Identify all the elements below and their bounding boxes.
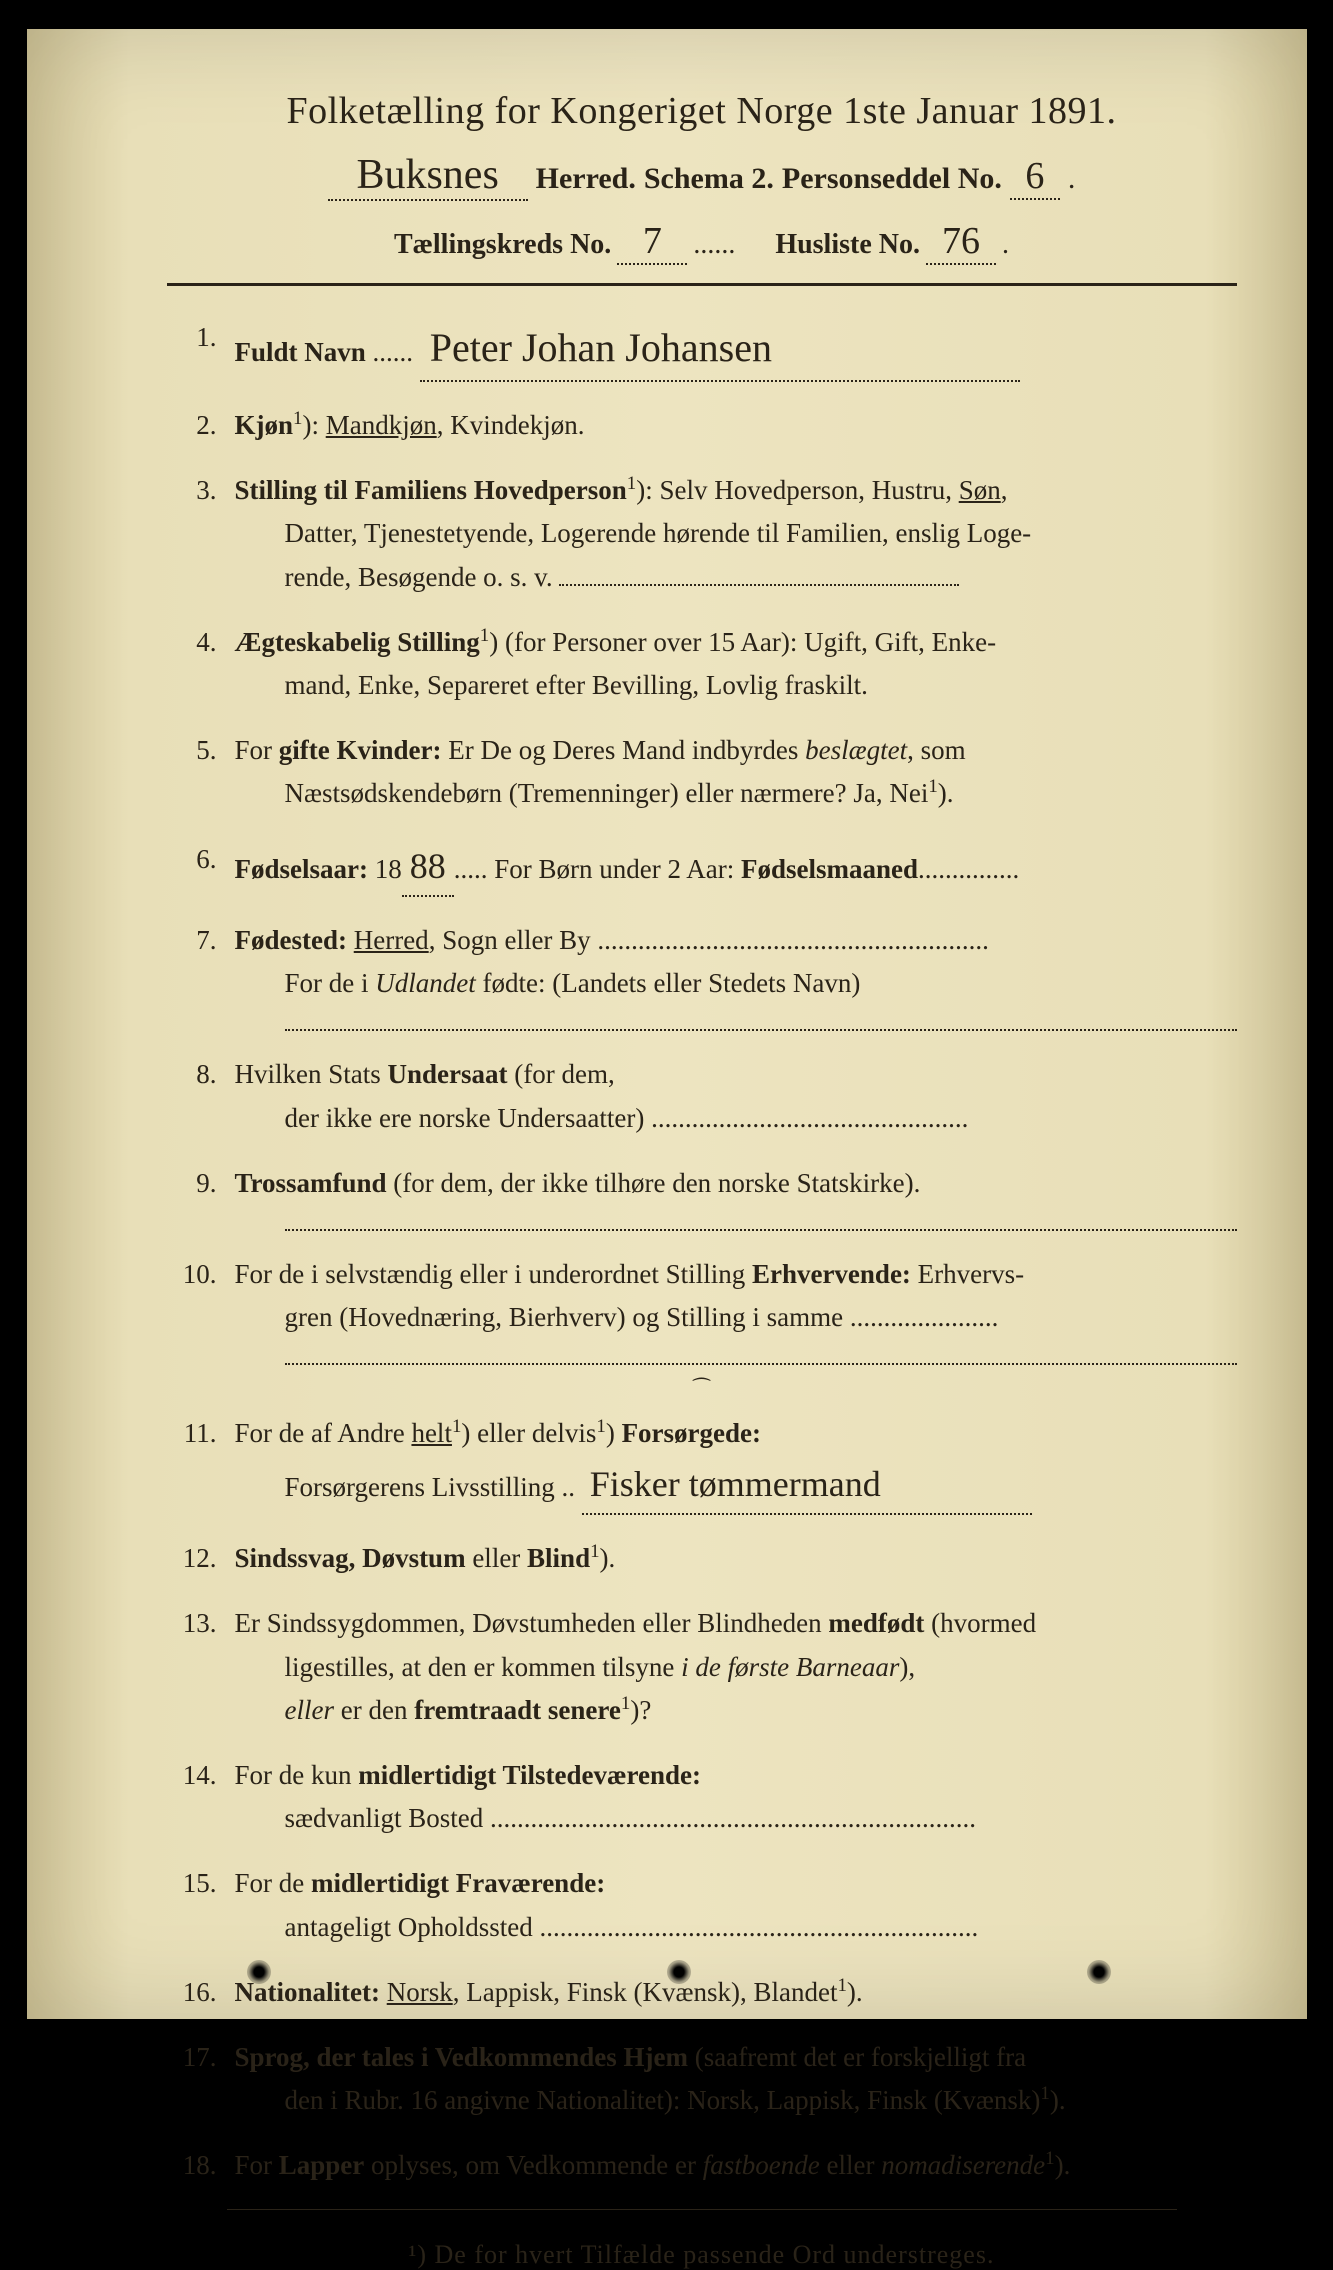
form-third-line: Tællingskreds No. 7 ...... Husliste No. …	[167, 219, 1237, 265]
header-divider	[167, 283, 1237, 286]
item-8: 8. Hvilken Stats Undersaat (for dem, der…	[167, 1053, 1237, 1139]
item-13: 13. Er Sindssygdommen, Døvstumheden elle…	[167, 1602, 1237, 1732]
herred-label: Herred.	[536, 162, 636, 196]
form-title: Folketælling for Kongeriget Norge 1ste J…	[167, 89, 1237, 133]
item-content: Fødested: Herred, Sogn eller By ........…	[235, 919, 1237, 1031]
item-content: Stilling til Familiens Hovedperson1): Se…	[235, 469, 1237, 599]
husliste-no: 76	[926, 219, 996, 265]
item-16: 16. Nationalitet: Norsk, Lappisk, Finsk …	[167, 1971, 1237, 2014]
taellingskreds-group: Tællingskreds No. 7 ......	[394, 219, 735, 265]
item-number: 7.	[167, 919, 235, 1031]
item-content: For gifte Kvinder: Er De og Deres Mand i…	[235, 729, 1237, 815]
personseddel-label: Personseddel No.	[782, 162, 1002, 196]
punch-hole	[247, 1960, 271, 1984]
item-3: 3. Stilling til Familiens Hovedperson1):…	[167, 469, 1237, 599]
item-9: 9. Trossamfund (for dem, der ikke tilhør…	[167, 1162, 1237, 1231]
form-header: Folketælling for Kongeriget Norge 1ste J…	[167, 89, 1237, 265]
item-6: 6. Fødselsaar: 1888..... For Børn under …	[167, 838, 1237, 898]
item-number: 18.	[167, 2144, 235, 2187]
herred-name: Buksnes	[328, 151, 528, 201]
item-content: Nationalitet: Norsk, Lappisk, Finsk (Kvæ…	[235, 1971, 1237, 2014]
item-content: Fødselsaar: 1888..... For Børn under 2 A…	[235, 838, 1237, 898]
caret-mark: ⁀	[167, 1377, 1237, 1402]
item-content: For Lapper oplyses, om Vedkommende er fa…	[235, 2144, 1237, 2187]
item-12: 12. Sindssvag, Døvstum eller Blind1).	[167, 1537, 1237, 1580]
item-number: 9.	[167, 1162, 235, 1231]
taellingskreds-label: Tællingskreds No.	[394, 229, 611, 261]
item-14: 14. For de kun midlertidigt Tilstedevære…	[167, 1754, 1237, 1840]
item-number: 5.	[167, 729, 235, 815]
item-number: 8.	[167, 1053, 235, 1139]
form-subtitle: Buksnes Herred. Schema 2. Personseddel N…	[167, 151, 1237, 201]
punch-hole	[667, 1960, 691, 1984]
name-value: Peter Johan Johansen	[420, 316, 1020, 382]
item-1: 1. Fuldt Navn ...... Peter Johan Johanse…	[167, 316, 1237, 382]
schema-label: Schema 2.	[644, 162, 774, 196]
item-label: Fuldt Navn	[235, 337, 366, 367]
item-content: Trossamfund (for dem, der ikke tilhøre d…	[235, 1162, 1237, 1231]
husliste-group: Husliste No. 76 .	[775, 219, 1009, 265]
item-number: 1.	[167, 316, 235, 382]
item-11: 11. For de af Andre helt1) eller delvis1…	[167, 1412, 1237, 1515]
item-number: 11.	[167, 1412, 235, 1515]
item-15: 15. For de midlertidigt Fraværende: anta…	[167, 1862, 1237, 1948]
item-number: 4.	[167, 621, 235, 707]
husliste-label: Husliste No.	[775, 229, 920, 261]
taellingskreds-no: 7	[617, 219, 687, 265]
item-number: 17.	[167, 2036, 235, 2122]
item-content: For de midlertidigt Fraværende: antageli…	[235, 1862, 1237, 1948]
item-2: 2. Kjøn1): Mandkjøn, Kvindekjøn.	[167, 404, 1237, 447]
item-number: 3.	[167, 469, 235, 599]
item-number: 6.	[167, 838, 235, 898]
census-form-page: Folketælling for Kongeriget Norge 1ste J…	[27, 29, 1307, 2019]
footnote-divider	[227, 2209, 1177, 2210]
item-content: Kjøn1): Mandkjøn, Kvindekjøn.	[235, 404, 1237, 447]
personseddel-no: 6	[1010, 154, 1060, 200]
item-number: 12.	[167, 1537, 235, 1580]
item-number: 15.	[167, 1862, 235, 1948]
item-number: 13.	[167, 1602, 235, 1732]
item-content: Ægteskabelig Stilling1) (for Personer ov…	[235, 621, 1237, 707]
item-content: For de af Andre helt1) eller delvis1) Fo…	[235, 1412, 1237, 1515]
form-items: 1. Fuldt Navn ...... Peter Johan Johanse…	[167, 316, 1237, 2187]
item-number: 10.	[167, 1253, 235, 1365]
item-number: 2.	[167, 404, 235, 447]
item-5: 5. For gifte Kvinder: Er De og Deres Man…	[167, 729, 1237, 815]
item-18: 18. For Lapper oplyses, om Vedkommende e…	[167, 2144, 1237, 2187]
item-content: Sprog, der tales i Vedkommendes Hjem (sa…	[235, 2036, 1237, 2122]
item-content: Fuldt Navn ...... Peter Johan Johansen	[235, 316, 1237, 382]
item-content: Sindssvag, Døvstum eller Blind1).	[235, 1537, 1237, 1580]
item-7: 7. Fødested: Herred, Sogn eller By .....…	[167, 919, 1237, 1031]
footnote: ¹) De for hvert Tilfælde passende Ord un…	[167, 2240, 1237, 2270]
item-number: 16.	[167, 1971, 235, 2014]
item-number: 14.	[167, 1754, 235, 1840]
item-4: 4. Ægteskabelig Stilling1) (for Personer…	[167, 621, 1237, 707]
item-content: Hvilken Stats Undersaat (for dem, der ik…	[235, 1053, 1237, 1139]
item-10: 10. For de i selvstændig eller i underor…	[167, 1253, 1237, 1365]
item-content: For de i selvstændig eller i underordnet…	[235, 1253, 1237, 1365]
punch-hole	[1087, 1960, 1111, 1984]
item-content: For de kun midlertidigt Tilstedeværende:…	[235, 1754, 1237, 1840]
item-content: Er Sindssygdommen, Døvstumheden eller Bl…	[235, 1602, 1237, 1732]
item-17: 17. Sprog, der tales i Vedkommendes Hjem…	[167, 2036, 1237, 2122]
